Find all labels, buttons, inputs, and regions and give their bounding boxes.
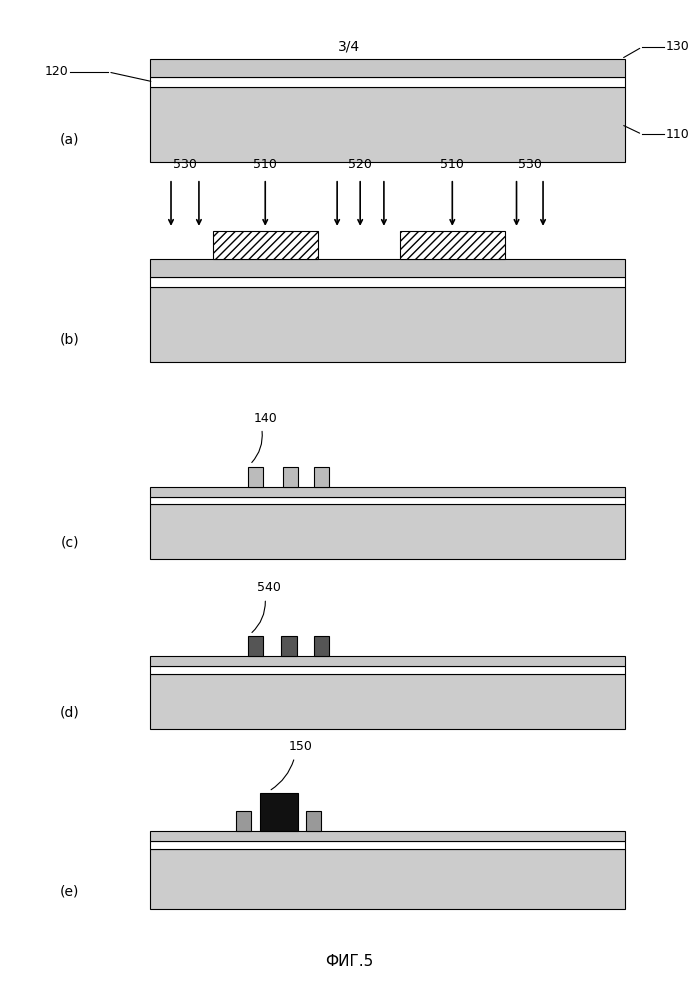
Text: (d): (d)	[60, 705, 80, 720]
Text: (b): (b)	[60, 332, 80, 347]
Bar	[150, 666, 625, 674]
Text: (a): (a)	[60, 132, 80, 147]
Bar	[150, 487, 625, 497]
Bar	[213, 231, 318, 259]
Text: 530: 530	[518, 158, 542, 171]
Text: 120: 120	[45, 65, 68, 79]
Bar	[400, 231, 505, 259]
Bar	[150, 656, 625, 666]
Text: 130: 130	[666, 40, 690, 54]
Text: 150: 150	[288, 740, 312, 753]
Bar	[150, 59, 625, 77]
Bar	[260, 793, 298, 831]
Text: ФИГ.5: ФИГ.5	[325, 953, 373, 969]
Bar	[236, 811, 251, 831]
Bar	[150, 277, 625, 287]
Bar	[150, 77, 625, 87]
Bar	[248, 467, 263, 487]
Bar	[248, 636, 263, 656]
Bar	[150, 841, 625, 849]
Bar	[281, 636, 297, 656]
Bar	[306, 811, 321, 831]
Bar	[150, 674, 625, 729]
Bar	[150, 287, 625, 362]
Text: 510: 510	[253, 158, 277, 171]
Bar	[314, 467, 329, 487]
Bar	[150, 87, 625, 162]
Text: 520: 520	[348, 158, 372, 171]
Bar	[314, 636, 329, 656]
Text: 3/4: 3/4	[338, 40, 360, 54]
Bar	[150, 849, 625, 909]
Bar	[283, 467, 298, 487]
Text: 510: 510	[440, 158, 464, 171]
Text: 110: 110	[666, 128, 690, 141]
Text: (c): (c)	[61, 535, 79, 550]
Text: 140: 140	[253, 412, 277, 425]
Text: 530: 530	[173, 158, 197, 171]
Text: (e): (e)	[60, 884, 80, 898]
Bar	[150, 504, 625, 559]
Bar	[150, 831, 625, 841]
Bar	[150, 497, 625, 504]
Text: 540: 540	[257, 581, 281, 594]
Bar	[150, 259, 625, 277]
